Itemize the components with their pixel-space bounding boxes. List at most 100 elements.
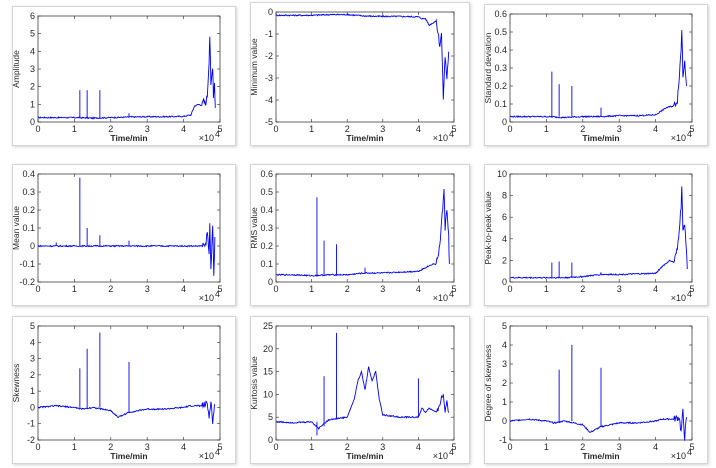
series-line xyxy=(275,13,450,100)
x-exponent-label: ×10 xyxy=(199,451,214,461)
x-tick-label: 2 xyxy=(108,124,113,134)
x-exponent-label: ×10 xyxy=(199,293,214,303)
x-tick-label: 4 xyxy=(416,442,421,452)
series-line xyxy=(37,400,215,425)
y-axis-label: Minimum value xyxy=(249,38,259,95)
axes-box xyxy=(509,13,693,123)
panel-frame xyxy=(12,6,236,146)
y-tick-label: 0.3 xyxy=(494,63,507,73)
x-tick-label: 1 xyxy=(72,124,77,134)
y-tick-label: 20 xyxy=(263,344,273,354)
y-tick-label: -4 xyxy=(265,95,273,105)
y-tick-label: 0 xyxy=(502,416,507,426)
x-exponent-power: 4 xyxy=(215,129,220,139)
x-axis-label: Time/min xyxy=(346,451,383,461)
x-tick-label: 0 xyxy=(35,442,40,452)
x-tick-label: 0 xyxy=(507,124,512,134)
y-tick-label: 0.6 xyxy=(494,9,507,19)
x-tick-label: 2 xyxy=(580,442,585,452)
y-tick-label: 0.4 xyxy=(22,169,35,179)
x-tick-label: 3 xyxy=(617,124,622,134)
x-tick-label: 4 xyxy=(181,442,186,452)
y-tick-label: 5 xyxy=(30,29,35,39)
y-tick-label: 0 xyxy=(268,7,273,17)
y-tick-label: -5 xyxy=(265,117,273,127)
panel-frame xyxy=(12,316,236,464)
x-tick-label: 3 xyxy=(617,284,622,294)
x-tick-label: 2 xyxy=(108,284,113,294)
y-axis-label: Degree of skewness xyxy=(483,344,493,421)
panel-std: 0 1 2 3 4 5 0 0.1 0.2 0.3 0.4 0.5 0.6 Standard deviat… xyxy=(483,4,708,146)
panel-degskew: 0 1 2 3 4 5 -1 0 1 2 3 4 5 Degree of skewness Time/min… xyxy=(483,316,708,464)
x-exponent-label: ×10 xyxy=(671,133,686,143)
x-exponent-label: ×10 xyxy=(671,293,686,303)
axes-box xyxy=(275,11,455,123)
x-tick-label: 2 xyxy=(580,284,585,294)
y-tick-label: 0.4 xyxy=(494,45,507,55)
series-line xyxy=(509,30,687,119)
x-axis-label: Time/min xyxy=(582,451,619,461)
y-tick-label: 5 xyxy=(502,321,507,331)
x-tick-label: 1 xyxy=(72,284,77,294)
x-tick-label: 3 xyxy=(145,284,150,294)
x-tick-label: 1 xyxy=(72,442,77,452)
y-tick-label: -2 xyxy=(265,51,273,61)
x-tick-label: 4 xyxy=(181,124,186,134)
x-tick-label: 0 xyxy=(35,124,40,134)
x-exponent-label: ×10 xyxy=(433,293,448,303)
x-exponent-label: ×10 xyxy=(433,451,448,461)
panel-frame xyxy=(250,316,470,464)
x-tick-label: 3 xyxy=(380,124,385,134)
axes-box xyxy=(37,325,221,441)
y-tick-label: 4 xyxy=(30,337,35,347)
x-axis-label: Time/min xyxy=(110,451,147,461)
y-axis-label: Kurtosis value xyxy=(249,356,259,410)
y-tick-label: 1 xyxy=(30,386,35,396)
y-tick-label: -0.1 xyxy=(19,259,35,269)
x-tick-label: 1 xyxy=(544,284,549,294)
x-tick-label: 4 xyxy=(181,284,186,294)
x-tick-label: 2 xyxy=(580,124,585,134)
x-tick-label: 2 xyxy=(345,284,350,294)
x-tick-label: 4 xyxy=(416,284,421,294)
x-tick-label: 5 xyxy=(451,124,456,134)
axes-box xyxy=(275,325,455,441)
x-tick-label: 2 xyxy=(345,124,350,134)
x-tick-label: 2 xyxy=(345,442,350,452)
y-tick-label: 0 xyxy=(502,277,507,287)
axes-box xyxy=(37,173,221,283)
y-tick-label: 0.1 xyxy=(494,99,507,109)
x-exponent-power: 4 xyxy=(449,129,454,139)
series-line xyxy=(37,36,216,120)
x-tick-label: 0 xyxy=(35,284,40,294)
axes-box xyxy=(37,15,221,123)
y-tick-label: 3 xyxy=(502,359,507,369)
y-tick-label: 3 xyxy=(30,64,35,74)
x-tick-label: 3 xyxy=(145,442,150,452)
y-tick-label: 0.4 xyxy=(260,205,273,215)
y-axis-label: Amplitude xyxy=(11,50,21,88)
y-tick-label: -3 xyxy=(265,73,273,83)
x-exponent-power: 4 xyxy=(687,289,692,299)
panel-frame xyxy=(484,316,708,464)
x-tick-label: 0 xyxy=(273,442,278,452)
y-tick-label: 0.5 xyxy=(260,187,273,197)
y-tick-label: 15 xyxy=(263,367,273,377)
y-tick-label: 2 xyxy=(502,255,507,265)
y-tick-label: 1 xyxy=(30,99,35,109)
x-exponent-power: 4 xyxy=(687,129,692,139)
x-tick-label: 3 xyxy=(380,442,385,452)
x-tick-label: 1 xyxy=(544,442,549,452)
axes-box xyxy=(509,173,693,283)
x-tick-label: 5 xyxy=(689,124,694,134)
x-tick-label: 0 xyxy=(507,284,512,294)
x-tick-label: 4 xyxy=(653,284,658,294)
y-axis-label: Peak-to-peak value xyxy=(483,191,493,265)
